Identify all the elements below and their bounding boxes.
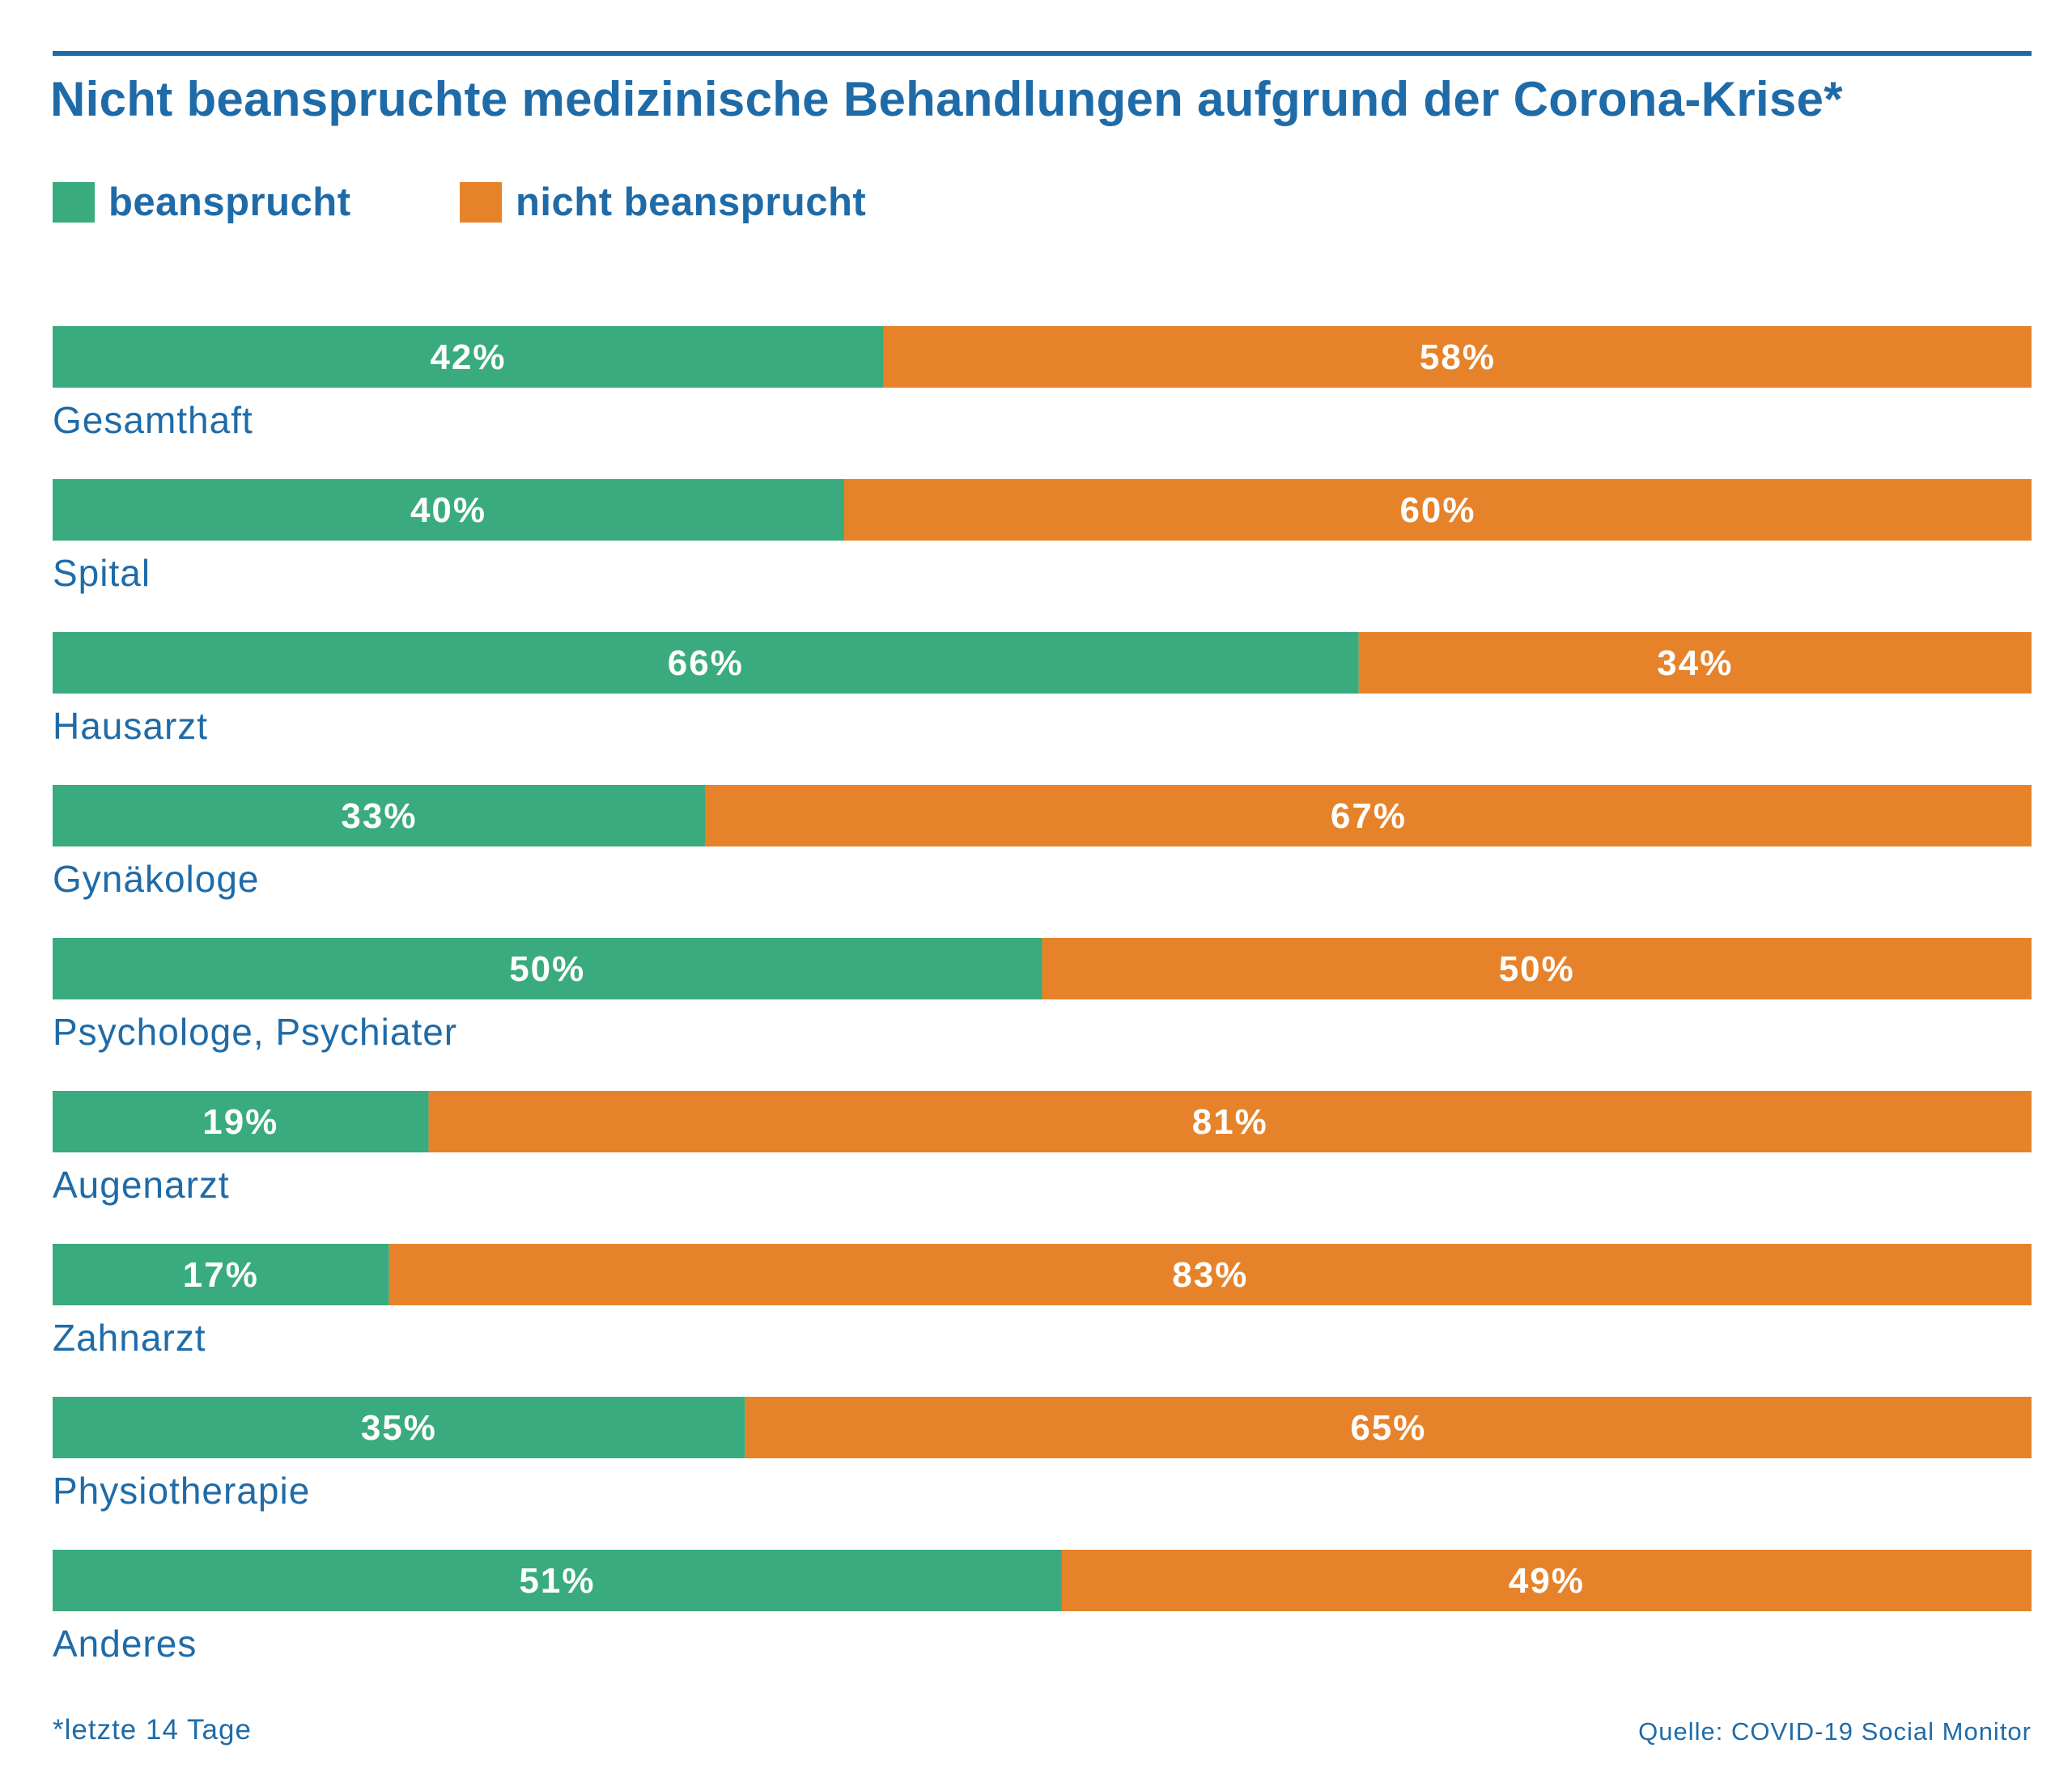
data-label-nicht-beansprucht-spital: 60%	[1399, 490, 1475, 530]
bar-beansprucht-psychologe-psychiater	[53, 938, 1042, 999]
bar-beansprucht-physiotherapie	[53, 1397, 745, 1458]
bar-nicht-beansprucht-physiotherapie	[745, 1397, 2032, 1458]
category-label-hausarzt: Hausarzt	[53, 705, 208, 747]
bar-nicht-beansprucht-gesamthaft	[883, 326, 2032, 388]
category-label-gesamthaft: Gesamthaft	[53, 399, 253, 441]
bar-beansprucht-gynakologe	[53, 785, 706, 846]
legend-item-beansprucht: beansprucht	[53, 178, 351, 227]
data-label-beansprucht-spital: 40%	[410, 490, 486, 530]
data-label-beansprucht-hausarzt: 66%	[668, 643, 744, 683]
bar-beansprucht-anderes	[53, 1550, 1062, 1611]
category-label-zahnarzt: Zahnarzt	[53, 1317, 206, 1359]
data-label-beansprucht-gynakologe: 33%	[341, 796, 417, 836]
bar-nicht-beansprucht-augenarzt	[428, 1091, 2032, 1152]
category-label-psychologe-psychiater: Psychologe, Psychiater	[53, 1011, 457, 1053]
bar-nicht-beansprucht-psychologe-psychiater	[1042, 938, 2032, 999]
bar-beansprucht-hausarzt	[53, 632, 1359, 694]
category-label-augenarzt: Augenarzt	[53, 1164, 230, 1206]
legend-label-beansprucht: beansprucht	[108, 180, 351, 224]
bar-nicht-beansprucht-spital	[844, 479, 2032, 541]
bar-beansprucht-zahnarzt	[53, 1244, 389, 1305]
category-label-physiotherapie: Physiotherapie	[53, 1470, 310, 1512]
source-note: Quelle: COVID-19 Social Monitor	[1638, 1717, 2032, 1746]
category-label-spital: Spital	[53, 552, 151, 594]
data-label-beansprucht-physiotherapie: 35%	[361, 1408, 437, 1448]
data-label-nicht-beansprucht-anderes: 49%	[1509, 1561, 1585, 1601]
data-label-nicht-beansprucht-psychologe-psychiater: 50%	[1499, 949, 1575, 989]
data-label-beansprucht-augenarzt: 19%	[202, 1102, 278, 1142]
data-label-nicht-beansprucht-hausarzt: 34%	[1657, 643, 1733, 683]
data-label-nicht-beansprucht-gesamthaft: 58%	[1420, 337, 1496, 377]
data-label-beansprucht-gesamthaft: 42%	[430, 337, 506, 377]
legend-swatch-nicht-beansprucht	[460, 182, 502, 223]
data-label-nicht-beansprucht-augenarzt: 81%	[1192, 1102, 1268, 1142]
legend-label-nicht-beansprucht: nicht beansprucht	[516, 180, 867, 224]
bar-beansprucht-gesamthaft	[53, 326, 884, 388]
legend-item-nicht-beansprucht: nicht beansprucht	[460, 178, 866, 227]
bar-nicht-beansprucht-anderes	[1061, 1550, 2032, 1611]
bar-nicht-beansprucht-gynakologe	[705, 785, 2032, 846]
footnote: *letzte 14 Tage	[53, 1714, 252, 1746]
data-label-beansprucht-psychologe-psychiater: 50%	[509, 949, 585, 989]
title-rule	[53, 51, 2032, 56]
data-label-nicht-beansprucht-gynakologe: 67%	[1331, 796, 1407, 836]
chart-title: Nicht beanspruchte medizinische Behandlu…	[50, 72, 1843, 126]
legend-swatch-beansprucht	[53, 182, 95, 223]
bar-nicht-beansprucht-zahnarzt	[388, 1244, 2032, 1305]
bar-beansprucht-augenarzt	[53, 1091, 429, 1152]
bar-beansprucht-spital	[53, 479, 844, 541]
data-label-beansprucht-zahnarzt: 17%	[183, 1255, 259, 1295]
bar-nicht-beansprucht-hausarzt	[1358, 632, 2032, 694]
data-label-nicht-beansprucht-zahnarzt: 83%	[1172, 1255, 1248, 1295]
category-label-anderes: Anderes	[53, 1623, 197, 1665]
data-label-nicht-beansprucht-physiotherapie: 65%	[1350, 1408, 1426, 1448]
category-label-gynakologe: Gynäkologe	[53, 858, 260, 900]
data-label-beansprucht-anderes: 51%	[519, 1561, 595, 1601]
